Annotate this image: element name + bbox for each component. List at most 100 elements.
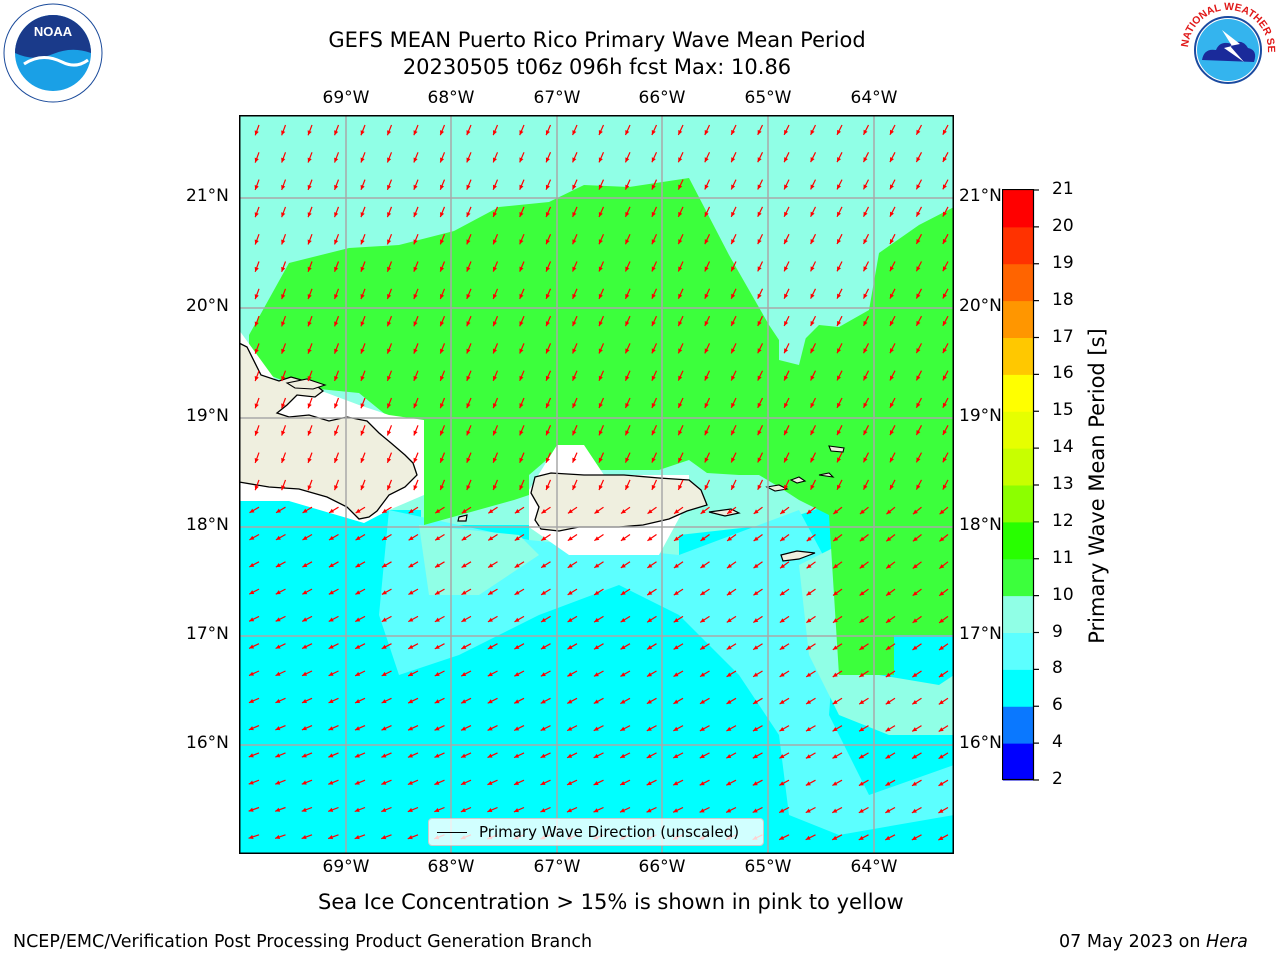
wave-arrow-head — [328, 590, 334, 595]
wave-arrow-head — [837, 484, 842, 490]
wave-arrow-head — [806, 672, 812, 677]
wave-arrow-head — [307, 184, 312, 190]
wave-arrow-head — [863, 375, 868, 381]
wave-arrow-head — [889, 157, 894, 163]
wave-arrow-head — [275, 698, 281, 703]
wave-arrow-head — [567, 645, 573, 650]
wave-arrow-head — [381, 807, 387, 812]
wave-arrow-head — [594, 536, 600, 541]
wave-arrow-head — [307, 457, 312, 463]
wave-arrow-head — [863, 129, 868, 135]
wave-arrow-head — [837, 375, 842, 381]
wave-arrow-head — [381, 780, 387, 785]
land-virgin-islands — [765, 445, 845, 492]
wave-arrow-head — [334, 157, 339, 163]
wave-arrow-head — [249, 590, 255, 595]
wave-arrow-head — [334, 266, 339, 272]
wave-arrow-head — [275, 780, 281, 785]
wave-arrow-head — [912, 618, 918, 623]
wave-arrow-head — [731, 484, 736, 490]
wave-arrow-head — [916, 129, 921, 135]
wave-arrow-head — [545, 130, 550, 136]
wave-arrow-head — [254, 212, 259, 218]
wave-arrow-head — [492, 321, 497, 327]
wave-arrow-head — [752, 781, 758, 786]
wave-arrow-head — [678, 402, 683, 408]
wave-arrow-head — [885, 808, 891, 813]
ocean-aqua-patch-south — [419, 525, 539, 595]
wave-arrow-head — [625, 184, 630, 190]
wave-arrow-head — [572, 184, 577, 190]
wave-arrow-head — [492, 293, 497, 299]
wave-arrow-head — [886, 536, 892, 542]
wave-arrow-head — [806, 645, 812, 650]
land-mona-island — [457, 514, 468, 522]
wave-arrow-head — [466, 348, 471, 354]
wave-arrow-head — [704, 239, 709, 245]
wave-arrow-head — [413, 321, 418, 327]
wave-arrow-head — [912, 754, 918, 759]
wave-arrow-head — [726, 645, 732, 650]
wave-arrow-head — [731, 430, 736, 436]
wave-arrow-head — [678, 266, 683, 272]
wave-arrow-head — [413, 348, 418, 354]
wave-arrow-head — [833, 536, 839, 542]
wave-arrow-head — [837, 157, 842, 163]
wave-arrow-head — [833, 509, 839, 515]
lon-label-top: 66°W — [638, 88, 686, 108]
lat-label-left: 21°N — [186, 186, 229, 206]
wave-arrow-head — [307, 321, 312, 327]
wave-arrow-head — [519, 157, 524, 163]
wave-arrow-head — [492, 130, 497, 136]
wave-arrow-head — [810, 184, 815, 190]
wave-arrow-head — [858, 808, 864, 813]
colorbar-tick-label: 4 — [1052, 732, 1063, 753]
wave-arrow-head — [413, 239, 418, 245]
wave-arrow-head — [254, 184, 259, 190]
wave-arrow-head — [248, 834, 254, 839]
lat-label-right: 16°N — [959, 733, 1002, 753]
wave-arrow-head — [434, 590, 440, 595]
wave-arrow-head — [540, 726, 546, 731]
wave-arrow-head — [440, 430, 445, 436]
wave-arrow-head — [461, 699, 467, 704]
wave-arrow-head — [387, 457, 392, 463]
wave-arrow-head — [646, 699, 652, 704]
colorbar-segment — [1003, 595, 1033, 633]
wave-arrow-head — [567, 509, 573, 514]
lat-label-left: 18°N — [186, 515, 229, 535]
wave-arrow-head — [784, 211, 789, 217]
wave-arrow-head — [942, 320, 947, 326]
wave-arrow-head — [625, 130, 630, 136]
wave-arrow-head — [541, 563, 547, 568]
wave-arrow-head — [886, 591, 892, 596]
wave-arrow-head — [307, 485, 312, 491]
wave-arrow-head — [281, 266, 286, 272]
wave-arrow-head — [248, 780, 254, 785]
wave-arrow-head — [889, 375, 894, 381]
wave-arrow-head — [492, 485, 497, 491]
wave-arrow-head — [647, 590, 653, 596]
wave-arrow-head — [727, 509, 733, 514]
wave-arrow-head — [889, 348, 894, 354]
wave-arrow-head — [752, 808, 758, 813]
wave-arrow-head — [837, 457, 842, 463]
wave-arrow-head — [810, 293, 815, 299]
lat-label-right: 20°N — [959, 296, 1002, 316]
wave-arrow-head — [673, 726, 679, 731]
wave-arrow-head — [466, 430, 471, 436]
wave-arrow-head — [545, 157, 550, 163]
wave-arrow-head — [307, 157, 312, 163]
wave-arrow-head — [757, 266, 762, 272]
wave-arrow-head — [810, 157, 815, 163]
wave-arrow-head — [912, 509, 918, 515]
wave-arrow-head — [805, 808, 811, 813]
lat-label-right: 19°N — [959, 406, 1002, 426]
wave-arrow-head — [942, 129, 947, 135]
wave-arrow-head — [360, 294, 365, 300]
wave-arrow-head — [621, 509, 626, 514]
wave-arrow-head — [726, 699, 732, 704]
wave-arrow-head — [487, 672, 493, 677]
wave-arrow-head — [387, 130, 392, 136]
wave-arrow-head — [519, 266, 524, 272]
